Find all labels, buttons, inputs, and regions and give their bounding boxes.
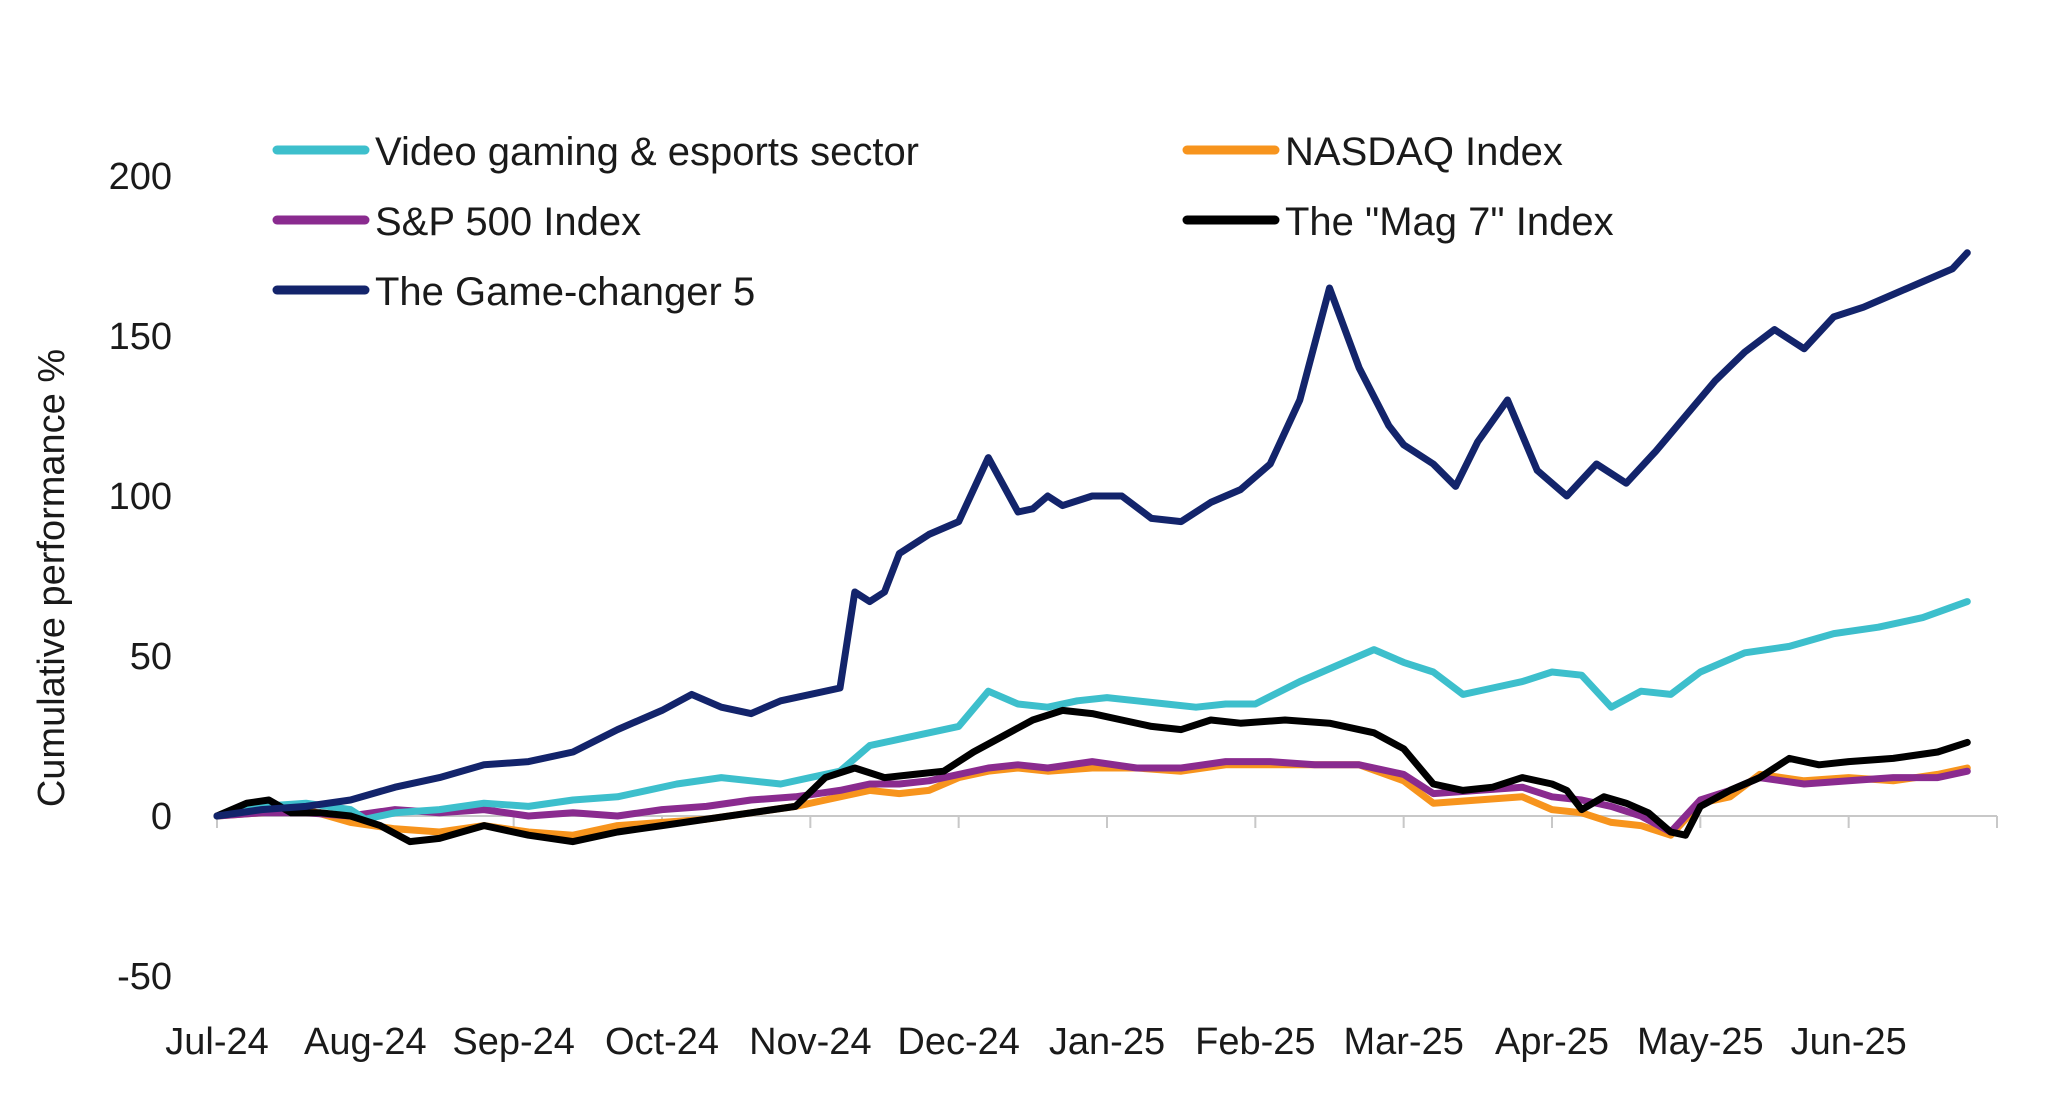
- x-tick-label: Aug-24: [304, 1021, 427, 1063]
- y-axis-title: Cumulative performance %: [31, 349, 73, 807]
- series-line-2: [213, 758, 1971, 836]
- legend-label-3: The "Mag 7" Index: [1285, 200, 1614, 244]
- legend-label-2: S&P 500 Index: [375, 200, 641, 244]
- x-tick-label: Jul-24: [165, 1021, 269, 1063]
- y-tick-label: -50: [117, 956, 172, 998]
- legend: Video gaming & esports sector NASDAQ Inde…: [272, 130, 1614, 314]
- y-tick-label: 200: [109, 156, 172, 198]
- y-tick-label: 0: [151, 796, 172, 838]
- series-line-0: [213, 598, 1971, 823]
- x-tick-label: Sep-24: [452, 1021, 575, 1063]
- y-tick-label: 100: [109, 476, 172, 518]
- x-tick-label: Jan-25: [1049, 1021, 1165, 1063]
- legend-label-1: NASDAQ Index: [1285, 130, 1563, 174]
- series-line-4: [213, 249, 1971, 820]
- x-tick-label: Nov-24: [749, 1021, 872, 1063]
- x-axis: Jul-24 Aug-24 Sep-24 Oct-24 Nov-24 Dec-24 Jan-…: [165, 815, 1998, 1063]
- x-tick-label: Feb-25: [1195, 1021, 1315, 1063]
- x-tick-label: May-25: [1637, 1021, 1764, 1063]
- series-lines: [213, 249, 1971, 846]
- legend-label-0: Video gaming & esports sector: [375, 130, 919, 174]
- x-tick-label: Dec-24: [897, 1021, 1020, 1063]
- x-tick-label: Oct-24: [605, 1021, 719, 1063]
- legend-label-4: The Game-changer 5: [375, 270, 755, 314]
- x-tick-label: Jun-25: [1791, 1021, 1907, 1063]
- x-tick-label: Apr-25: [1495, 1021, 1609, 1063]
- x-tick-label: Mar-25: [1343, 1021, 1463, 1063]
- series-line-3: [213, 706, 1971, 846]
- y-tick-label: 150: [109, 316, 172, 358]
- y-axis: -50 0 50 100 150 200: [109, 156, 172, 998]
- y-tick-label: 50: [130, 636, 172, 678]
